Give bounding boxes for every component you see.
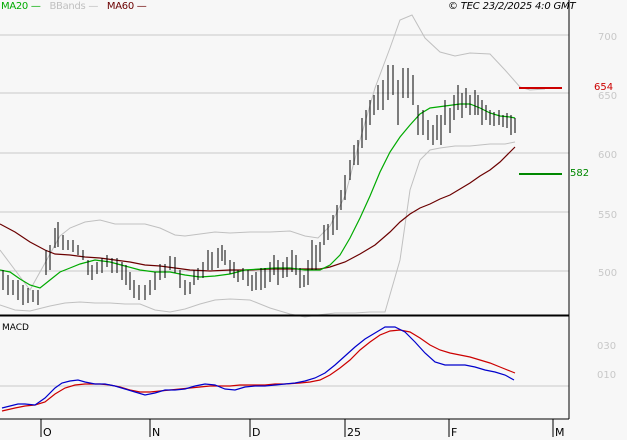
x-axis-label-oct: O: [43, 426, 52, 439]
legend-bbands[interactable]: BBands —: [49, 1, 99, 12]
ma60-line: [0, 146, 516, 272]
legend-ma60[interactable]: MA60 —: [106, 1, 147, 12]
x-axis-label-mar: M: [555, 426, 565, 439]
bollinger-bands: [0, 14, 546, 318]
macd-axis-label-30: 030: [597, 341, 617, 352]
price-gridlines: [0, 34, 569, 272]
chart-legend: MA20 — BBands — MA60 —: [1, 1, 153, 12]
x-axis-ticks: [40, 419, 554, 437]
resistance-label: 654: [594, 82, 614, 93]
x-axis-label-dec: D: [252, 426, 261, 439]
legend-ma20[interactable]: MA20 —: [1, 1, 41, 12]
macd-signal-line: [1, 329, 516, 412]
ohlc-bars: [2, 65, 516, 305]
price-axis-label-600: 600: [598, 150, 618, 161]
x-axis-label-2025: 25: [347, 426, 361, 439]
price-axis-label-550: 550: [598, 210, 618, 221]
support-label: 582: [570, 168, 590, 179]
ma20-line: [0, 103, 516, 289]
x-axis-label-feb: F: [451, 426, 458, 439]
price-axis-label-700: 700: [598, 32, 618, 43]
macd-axis-label-10: 010: [597, 370, 617, 381]
price-axis-label-500: 500: [598, 268, 618, 279]
macd-line: [1, 326, 515, 409]
copyright-timestamp: © TEC 23/2/2025 4:0 GMT: [448, 1, 576, 12]
price-axis-label-650: 650: [598, 91, 618, 102]
x-axis-label-nov: N: [152, 426, 161, 439]
macd-title: MACD: [2, 323, 29, 333]
